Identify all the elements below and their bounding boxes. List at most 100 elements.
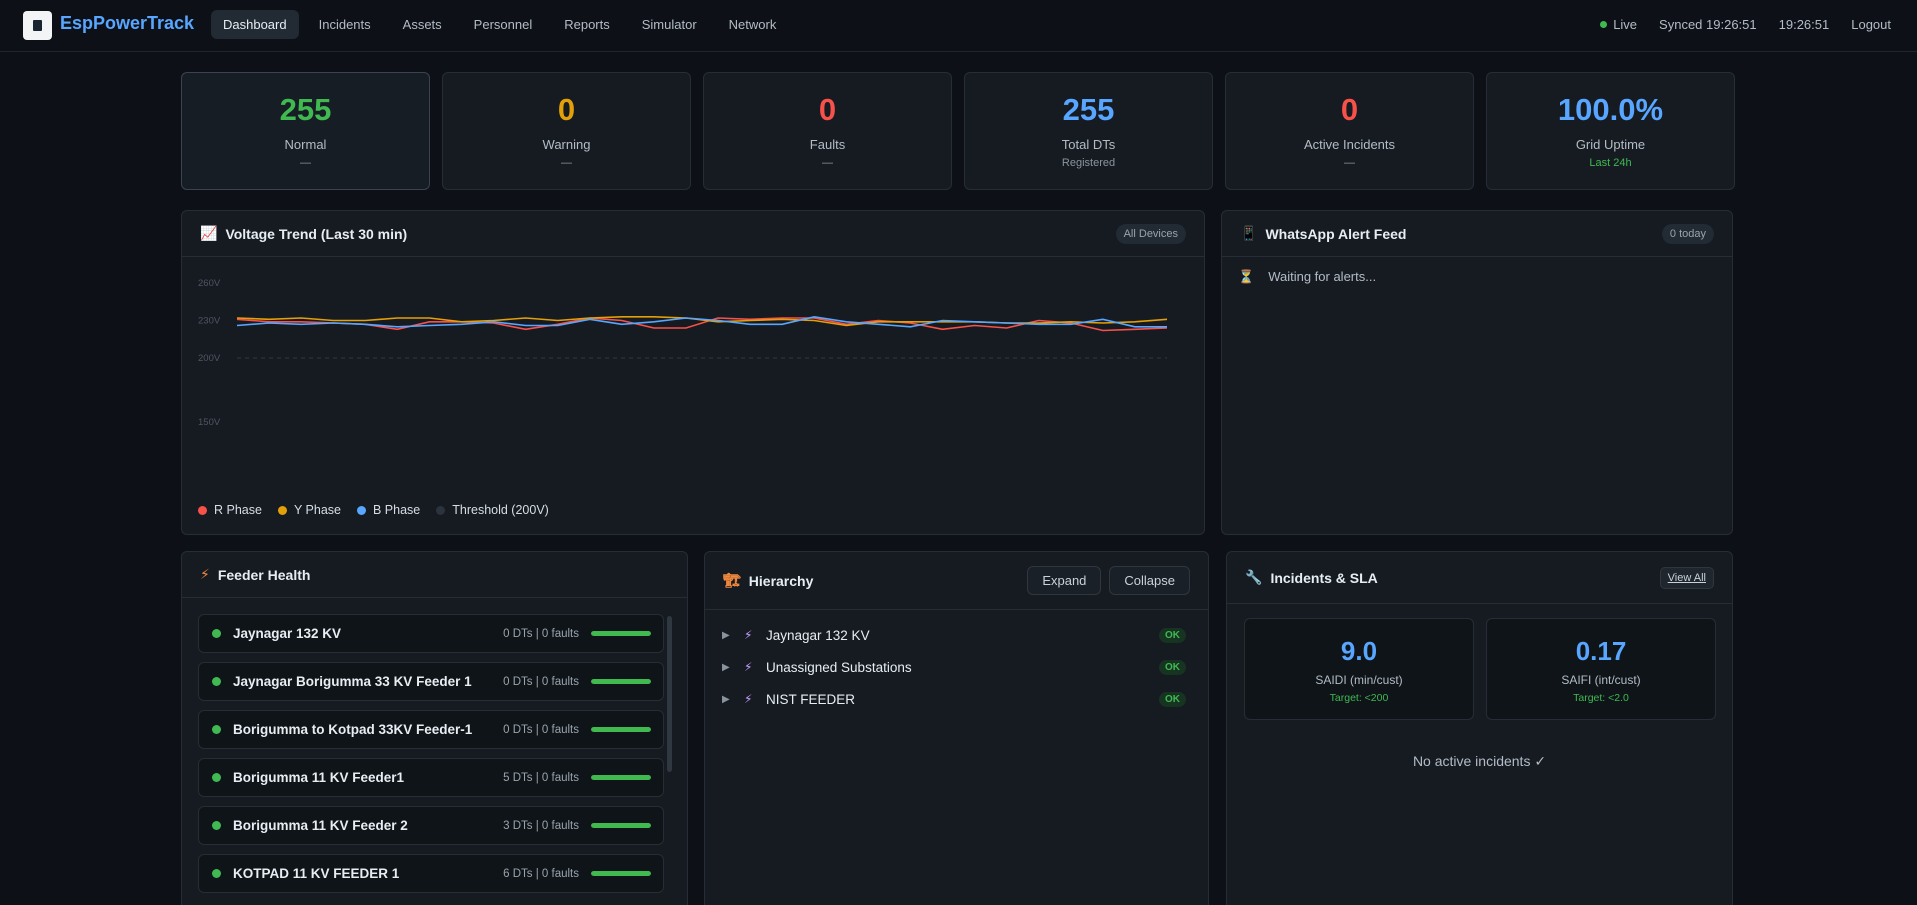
panel-header: 🏗 Hierarchy Expand Collapse xyxy=(705,552,1208,610)
stat-card-warning[interactable]: 0 Warning — xyxy=(442,72,691,190)
legend-item-b[interactable]: B Phase xyxy=(356,503,420,517)
hierarchy-icon: 🏗 xyxy=(723,572,741,588)
health-bar-fill xyxy=(591,871,651,876)
caret-right-icon[interactable]: ▶ xyxy=(722,629,730,641)
stat-card-total-dts[interactable]: 255 Total DTs Registered xyxy=(964,72,1213,190)
health-bar xyxy=(591,727,651,732)
legend-label: Threshold (200V) xyxy=(452,503,549,517)
stat-label: Total DTs xyxy=(1061,137,1116,152)
legend-dot-icon xyxy=(277,505,287,515)
saidi-value: 9.0 xyxy=(1340,636,1378,666)
status-dot-icon xyxy=(212,773,221,782)
y-tick-label: 200V xyxy=(198,353,221,364)
tree-item[interactable]: ▶ ⚡ Unassigned Substations OK xyxy=(722,654,1202,680)
panel-header: 📱 WhatsApp Alert Feed 0 today xyxy=(1222,211,1732,257)
nav-personnel[interactable]: Personnel xyxy=(473,17,533,32)
stat-value: 0 xyxy=(818,92,837,127)
panel-title: 📈 Voltage Trend (Last 30 min) xyxy=(200,225,407,242)
saidi-target: Target: <200 xyxy=(1329,692,1389,704)
voltage-trend-panel: 📈 Voltage Trend (Last 30 min) All Device… xyxy=(181,210,1205,535)
status-dot-icon xyxy=(212,821,221,830)
feeder-name: Jaynagar 132 KV xyxy=(233,626,342,641)
top-navbar: EspPowerTrack Dashboard Incidents Assets… xyxy=(0,0,1917,52)
logout-button[interactable]: Logout xyxy=(1851,17,1891,32)
lightning-icon: ⚡ xyxy=(200,566,210,582)
stat-card-normal[interactable]: 255 Normal — xyxy=(181,72,430,190)
tree-item[interactable]: ▶ ⚡ Jaynagar 132 KV OK xyxy=(722,622,1202,648)
tree-item[interactable]: ▶ ⚡ NIST FEEDER OK xyxy=(722,686,1202,712)
nav-simulator[interactable]: Simulator xyxy=(641,17,697,32)
whatsapp-alert-panel: 📱 WhatsApp Alert Feed 0 today ⏳ Waiting … xyxy=(1221,210,1733,535)
health-bar xyxy=(591,631,651,636)
feeder-row[interactable]: Jaynagar Borigumma 33 KV Feeder 1 0 DTs |… xyxy=(198,662,664,701)
feeder-title: Feeder Health xyxy=(217,566,311,583)
stat-value: 0 xyxy=(1340,92,1359,127)
legend-item-y[interactable]: Y Phase xyxy=(277,503,341,517)
legend-dot-icon xyxy=(356,505,366,515)
hierarchy-actions: Expand Collapse xyxy=(1027,566,1190,595)
nav-dashboard[interactable]: Dashboard xyxy=(211,10,299,39)
incidents-sla-panel: 🔧 Incidents & SLA View All 9.0 SAIDI (mi… xyxy=(1226,551,1733,905)
brand-name[interactable]: EspPowerTrack xyxy=(60,13,195,33)
feeder-stat: 6 DTs | 0 faults xyxy=(503,867,579,880)
legend-item-threshold[interactable]: Threshold (200V) xyxy=(436,503,549,517)
y-tick-label: 260V xyxy=(198,278,221,289)
app-logo[interactable] xyxy=(23,11,52,40)
nav-network[interactable]: Network xyxy=(728,17,777,32)
saidi-card: 9.0 SAIDI (min/cust) Target: <200 xyxy=(1244,618,1474,720)
waiting-row: ⏳ Waiting for alerts... xyxy=(1238,269,1376,285)
nav-reports[interactable]: Reports xyxy=(564,17,610,32)
stat-sub: — xyxy=(300,157,311,169)
stat-card-faults[interactable]: 0 Faults — xyxy=(703,72,952,190)
logo-mark xyxy=(33,20,42,31)
stat-card-grid-uptime[interactable]: 100.0% Grid Uptime Last 24h xyxy=(1486,72,1735,190)
status-badge: OK xyxy=(1159,659,1186,675)
stat-card-active-incidents[interactable]: 0 Active Incidents — xyxy=(1225,72,1474,190)
live-label: Live xyxy=(1613,17,1638,32)
panel-title: ⚡ Feeder Health xyxy=(200,566,310,583)
feeder-row[interactable]: Borigumma 11 KV Feeder1 5 DTs | 0 faults xyxy=(198,758,664,797)
nav-assets[interactable]: Assets xyxy=(402,17,442,32)
clock: 19:26:51 xyxy=(1778,17,1830,32)
legend-label: R Phase xyxy=(214,503,262,517)
caret-right-icon[interactable]: ▶ xyxy=(722,693,730,705)
feeder-name: Borigumma 11 KV Feeder 2 xyxy=(233,818,408,833)
nav-incidents[interactable]: Incidents xyxy=(318,17,371,32)
saifi-card: 0.17 SAIFI (int/cust) Target: <2.0 xyxy=(1486,618,1716,720)
phone-icon: 📱 xyxy=(1240,225,1258,241)
feeder-stat: 0 DTs | 0 faults xyxy=(503,723,579,736)
health-bar xyxy=(591,823,651,828)
stat-value: 100.0% xyxy=(1557,92,1664,127)
feeder-row[interactable]: Borigumma 11 KV Feeder 2 3 DTs | 0 faults xyxy=(198,806,664,845)
health-bar-fill xyxy=(591,631,651,636)
legend-dot-icon xyxy=(436,505,446,515)
feeder-stat: 0 DTs | 0 faults xyxy=(503,627,579,640)
feeder-row[interactable]: KOTPAD 11 KV FEEDER 1 6 DTs | 0 faults xyxy=(198,854,664,893)
device-scope-pill[interactable]: All Devices xyxy=(1115,223,1186,244)
feeder-name: Borigumma to Kotpad 33KV Feeder-1 xyxy=(233,722,473,737)
sla-title: Incidents & SLA xyxy=(1270,569,1378,586)
stat-value: 255 xyxy=(1062,92,1115,127)
saifi-target: Target: <2.0 xyxy=(1573,692,1629,704)
feeder-stat: 5 DTs | 0 faults xyxy=(503,771,579,784)
feeder-name: Jaynagar Borigumma 33 KV Feeder 1 xyxy=(233,674,472,689)
caret-right-icon[interactable]: ▶ xyxy=(722,661,730,673)
legend-dot-icon xyxy=(198,505,207,515)
health-bar-fill xyxy=(591,823,651,828)
voltage-title: Voltage Trend (Last 30 min) xyxy=(225,225,408,242)
status-dot-icon xyxy=(212,725,221,734)
status-badge: OK xyxy=(1159,627,1186,643)
legend-item-r[interactable]: R Phase xyxy=(198,503,262,517)
stat-sub: Last 24h xyxy=(1589,157,1632,169)
health-bar xyxy=(591,679,651,684)
expand-button[interactable]: Expand xyxy=(1027,566,1102,595)
status-area: Live Synced 19:26:51 19:26:51 Logout xyxy=(1600,17,1891,32)
feeder-scrollbar[interactable] xyxy=(667,616,672,772)
live-dot-icon xyxy=(1600,21,1608,28)
feeder-row[interactable]: Borigumma to Kotpad 33KV Feeder-1 0 DTs |… xyxy=(198,710,664,749)
whatsapp-title: WhatsApp Alert Feed xyxy=(1265,225,1407,242)
feeder-row[interactable]: Jaynagar 132 KV 0 DTs | 0 faults xyxy=(198,614,664,653)
collapse-button[interactable]: Collapse xyxy=(1109,566,1190,595)
view-all-link[interactable]: View All xyxy=(1659,566,1714,589)
y-tick-label: 230V xyxy=(198,316,221,327)
